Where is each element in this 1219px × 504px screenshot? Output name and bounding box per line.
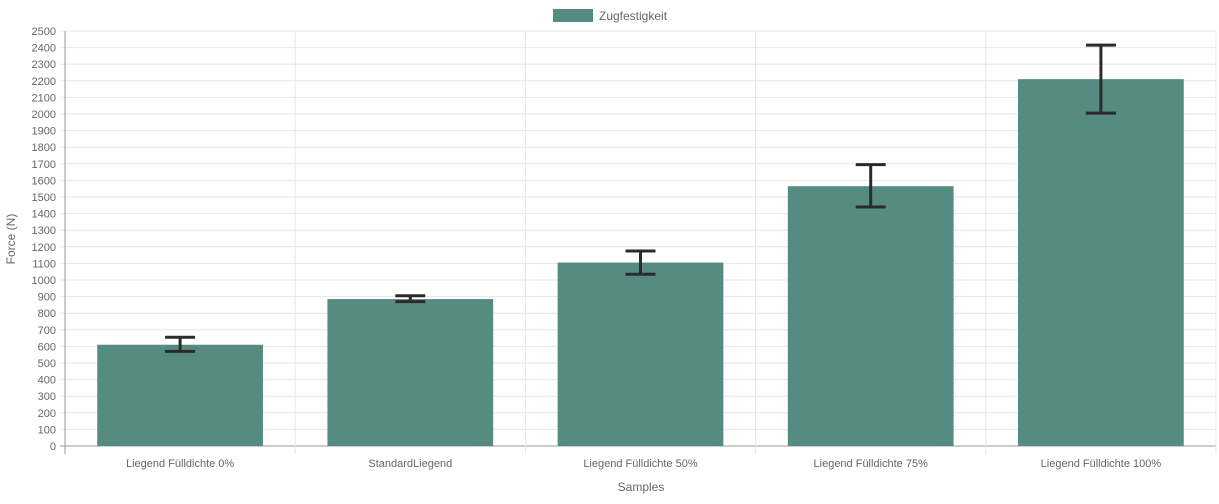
y-tick-label: 1700 xyxy=(32,159,56,171)
y-tick-label: 900 xyxy=(38,292,56,304)
bar[interactable] xyxy=(327,299,494,446)
y-tick-label: 600 xyxy=(38,341,56,353)
y-tick-label: 1200 xyxy=(32,242,56,254)
legend-label[interactable]: Zugfestigkeit xyxy=(599,9,668,23)
y-tick-label: 1500 xyxy=(32,192,56,204)
y-tick-label: 500 xyxy=(38,358,56,370)
x-tick-label: Liegend Fülldichte 75% xyxy=(814,458,929,470)
x-axis-ticks: Liegend Fülldichte 0% StandardLiegend Lieg… xyxy=(126,458,1161,470)
y-tick-label: 1000 xyxy=(32,275,56,287)
bar[interactable] xyxy=(97,344,263,446)
legend-swatch[interactable] xyxy=(553,9,593,22)
y-tick-label: 2100 xyxy=(32,92,56,104)
y-axis-title: Force (N) xyxy=(4,214,18,265)
bar[interactable] xyxy=(787,186,954,446)
bars xyxy=(97,79,1184,446)
error-bars xyxy=(165,43,1116,353)
y-tick-label: 1900 xyxy=(32,126,56,138)
y-tick-label: 2300 xyxy=(32,59,56,71)
y-tick-label: 700 xyxy=(38,325,56,337)
y-tick-label: 1600 xyxy=(32,175,56,187)
y-tick-label: 300 xyxy=(38,391,56,403)
y-tick-label: 1300 xyxy=(32,225,56,237)
y-tick-label: 1400 xyxy=(32,209,56,221)
y-tick-label: 100 xyxy=(38,424,56,436)
x-tick-label: StandardLiegend xyxy=(368,458,452,470)
y-tick-label: 2400 xyxy=(32,43,56,55)
y-tick-label: 1100 xyxy=(32,258,56,270)
legend[interactable]: Zugfestigkeit xyxy=(553,9,668,23)
y-tick-label: 2000 xyxy=(32,109,56,121)
y-tick-label: 2200 xyxy=(32,76,56,88)
x-tick-label: Liegend Fülldichte 0% xyxy=(126,458,234,470)
x-axis-title: Samples xyxy=(618,480,665,494)
bar[interactable] xyxy=(557,262,724,446)
y-tick-label: 400 xyxy=(38,375,56,387)
x-tick-label: Liegend Fülldichte 100% xyxy=(1041,458,1162,470)
x-tick-label: Liegend Fülldichte 50% xyxy=(583,458,698,470)
y-tick-label: 2500 xyxy=(32,26,56,38)
bar[interactable] xyxy=(1018,79,1184,446)
y-tick-label: 1800 xyxy=(32,142,56,154)
y-tick-label: 200 xyxy=(38,408,56,420)
y-axis-ticks: 0 100 200 300 400 500 600 700 800 900 1000 1100 1200… xyxy=(32,26,56,453)
y-tick-label: 800 xyxy=(38,308,56,320)
y-tick-label: 0 xyxy=(50,441,56,453)
